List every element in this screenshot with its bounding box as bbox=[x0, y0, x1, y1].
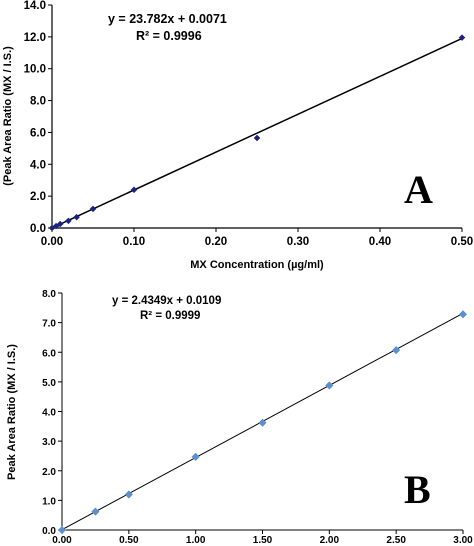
chart-a: 0.0 2.0 4.0 6.0 8.0 10.0 12.0 14.0 0.00 0.10 0.20… bbox=[2, 0, 473, 271]
chart-b-x-tick-label: 0.00 bbox=[52, 535, 72, 546]
chart-b-y-tick-label: 1.0 bbox=[42, 496, 56, 507]
chart-a-y-tick-label: 12.0 bbox=[24, 32, 46, 44]
chart-a-r-squared: R² = 0.9996 bbox=[136, 29, 202, 43]
chart-b-y-tick-label: 5.0 bbox=[42, 378, 56, 389]
chart-a-x-tick-label: 0.50 bbox=[451, 236, 473, 248]
chart-a-y-tick-label: 8.0 bbox=[30, 96, 46, 108]
chart-a-data-point bbox=[65, 217, 72, 225]
chart-a-x-tick-label: 0.30 bbox=[287, 236, 309, 248]
chart-a-data-point bbox=[458, 34, 466, 42]
chart-a-y-tick-label: 10.0 bbox=[24, 64, 46, 76]
chart-a-y-tick-label: 14.0 bbox=[24, 0, 46, 12]
chart-a-equation: y = 23.782x + 0.0071 bbox=[108, 12, 227, 26]
chart-b-data-point bbox=[458, 310, 468, 319]
chart-b-y-tick-label: 7.0 bbox=[42, 319, 56, 330]
chart-b-data-point bbox=[91, 507, 100, 516]
chart-b-y-tick-label: 0.0 bbox=[42, 526, 56, 537]
chart-b-x-tick-label: 1.50 bbox=[253, 535, 273, 546]
chart-a-y-tick-label: 6.0 bbox=[30, 127, 46, 139]
chart-a-y-tick-label: 0.0 bbox=[30, 223, 46, 235]
chart-a-panel-label: A bbox=[404, 167, 433, 212]
chart-a-y-tick-label: 4.0 bbox=[30, 159, 46, 171]
chart-b-data-point bbox=[325, 381, 334, 390]
chart-b-r-squared: R² = 0.9999 bbox=[140, 310, 200, 322]
chart-b-x-tick-label: 1.00 bbox=[186, 535, 206, 546]
chart-b: 0.0 1.0 2.0 3.0 4.0 5.0 6.0 7.0 8.0 0.00 0.50 1.00… bbox=[6, 289, 473, 546]
chart-a-data-point bbox=[56, 220, 64, 228]
chart-b-y-tick-label: 4.0 bbox=[42, 408, 56, 419]
chart-b-x-tick-label: 2.00 bbox=[320, 535, 340, 546]
chart-a-x-tick-label: 0.00 bbox=[41, 236, 63, 248]
chart-a-y-axis-title: (Peak Area Ratio (MX / I.S.) bbox=[2, 46, 14, 186]
chart-a-data-point bbox=[73, 213, 80, 221]
chart-b-x-tick-label: 3.00 bbox=[453, 535, 473, 546]
chart-a-data-point bbox=[130, 186, 138, 194]
chart-a-x-axis-title: MX Concentration (µg/ml) bbox=[190, 259, 324, 271]
chart-b-data-point bbox=[258, 418, 267, 427]
chart-a-data-point bbox=[253, 134, 261, 142]
chart-b-x-tick-label: 2.50 bbox=[386, 535, 406, 546]
chart-b-panel-label: B bbox=[404, 467, 431, 512]
chart-a-data-point bbox=[89, 205, 97, 213]
chart-b-data-point bbox=[191, 452, 200, 461]
chart-b-y-tick-label: 3.0 bbox=[42, 437, 56, 448]
chart-b-equation: y = 2.4349x + 0.0109 bbox=[112, 295, 221, 307]
chart-b-y-tick-label: 8.0 bbox=[42, 289, 56, 300]
chart-b-data-point bbox=[124, 490, 133, 499]
chart-b-y-tick-label: 6.0 bbox=[42, 348, 56, 359]
chart-a-y-tick-label: 2.0 bbox=[30, 191, 46, 203]
chart-b-x-tick-label: 0.50 bbox=[119, 535, 139, 546]
chart-a-x-tick-label: 0.40 bbox=[369, 236, 391, 248]
chart-b-data-point bbox=[57, 525, 67, 535]
chart-b-y-axis-title: Peak Area Ratio (MX / I.S.) bbox=[6, 344, 18, 480]
chart-b-y-tick-label: 2.0 bbox=[42, 467, 56, 478]
chart-a-x-tick-label: 0.20 bbox=[205, 236, 227, 248]
chart-a-trendline bbox=[51, 37, 463, 229]
chart-a-x-tick-label: 0.10 bbox=[123, 236, 145, 248]
chart-b-data-point bbox=[392, 346, 401, 355]
